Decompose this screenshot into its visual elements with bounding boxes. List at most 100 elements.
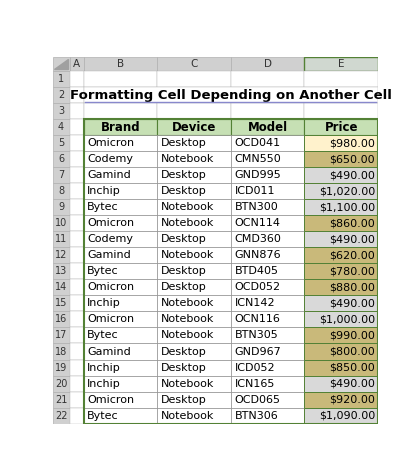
Text: $1,090.00: $1,090.00 [319,411,375,421]
Bar [231,231,304,248]
Text: 3: 3 [58,106,64,116]
Bar [84,151,157,167]
Bar [304,263,378,279]
Text: Omicron: Omicron [87,218,134,228]
Bar [84,215,157,231]
Text: Omicron: Omicron [87,315,134,325]
Bar [304,151,378,167]
Bar [52,151,70,167]
Bar [304,296,378,311]
Bar [84,296,157,311]
Text: Desktop: Desktop [161,234,207,244]
Bar [157,248,231,263]
Text: $1,100.00: $1,100.00 [319,202,375,212]
Bar [231,151,304,167]
Text: Desktop: Desktop [161,282,207,292]
Bar [231,407,304,424]
Bar [231,103,304,119]
Bar [304,279,378,296]
Text: Omicron: Omicron [87,395,134,405]
Text: $850.00: $850.00 [329,363,375,373]
Bar [84,87,378,103]
Bar [70,119,84,135]
Bar [231,376,304,392]
Bar [70,407,84,424]
Bar [157,311,231,327]
Bar [52,263,70,279]
Bar [304,199,378,215]
Bar [304,359,378,376]
Text: $860.00: $860.00 [329,218,375,228]
Text: 1: 1 [58,74,64,84]
Text: Codemy: Codemy [87,234,134,244]
Text: 16: 16 [55,315,67,325]
Text: 13: 13 [55,267,67,277]
Text: ICD052: ICD052 [235,363,275,373]
Bar [157,199,231,215]
Bar [157,359,231,376]
Bar [231,248,304,263]
Text: 5: 5 [58,138,64,148]
Bar [231,279,304,296]
Bar [84,248,157,263]
Bar [157,103,231,119]
Text: Inchip: Inchip [87,378,121,388]
Bar [304,215,378,231]
Bar [70,71,84,87]
Bar [84,167,157,183]
Text: OCN116: OCN116 [235,315,281,325]
Bar [70,231,84,248]
Bar [84,344,157,359]
Bar [304,167,378,183]
Bar [157,344,231,359]
Bar [70,311,84,327]
Text: 18: 18 [55,347,67,357]
Bar [52,311,70,327]
Text: Codemy: Codemy [87,154,134,164]
Bar [70,87,84,103]
Bar [52,359,70,376]
Text: $620.00: $620.00 [329,250,375,260]
Text: BTD405: BTD405 [235,267,278,277]
Text: Omicron: Omicron [87,282,134,292]
Bar [231,263,304,279]
Text: CMN550: CMN550 [235,154,281,164]
Text: BTN306: BTN306 [235,411,278,421]
Bar [304,376,378,392]
Bar [84,199,157,215]
Bar [70,215,84,231]
Bar [157,392,231,407]
Bar [304,119,378,135]
Bar [52,248,70,263]
Bar [304,311,378,327]
Bar [84,279,157,296]
Bar [70,279,84,296]
Bar [52,327,70,344]
Bar [231,215,304,231]
Text: Notebook: Notebook [161,218,214,228]
Bar [231,119,304,135]
Bar [84,119,157,135]
Bar [304,183,378,199]
Bar [84,231,157,248]
Text: D: D [264,59,272,69]
Text: 22: 22 [55,411,67,421]
Bar [157,215,231,231]
Bar [231,199,304,215]
Bar [84,119,378,424]
Text: Notebook: Notebook [161,250,214,260]
Bar [231,311,304,327]
Bar [157,279,231,296]
Bar [157,407,231,424]
Text: Desktop: Desktop [161,186,207,196]
Text: Bytec: Bytec [87,330,119,340]
Bar [52,407,70,424]
Bar [157,57,231,71]
Text: Model: Model [247,120,288,134]
Bar [52,71,70,87]
Bar [231,167,304,183]
Text: Notebook: Notebook [161,154,214,164]
Bar [84,359,157,376]
Bar [304,57,378,71]
Text: 2: 2 [58,90,64,100]
